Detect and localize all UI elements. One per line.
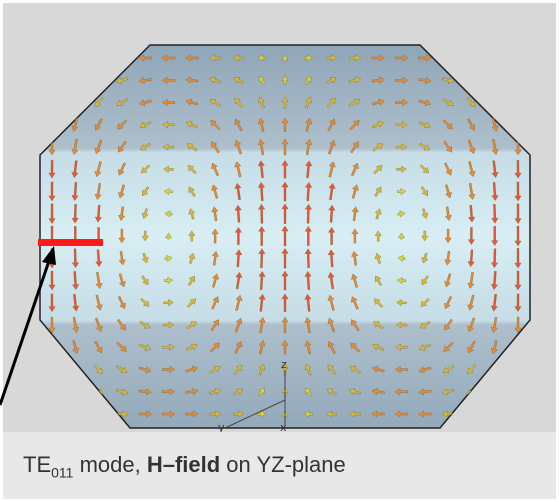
field-arrow [442, 55, 454, 62]
field-arrow [49, 76, 56, 85]
field-arrow [70, 386, 81, 397]
field-arrow [71, 410, 80, 417]
field-arrow [49, 340, 56, 354]
field-arrow [490, 96, 500, 109]
field-arrow [515, 387, 522, 396]
field-arrow [49, 364, 56, 376]
caption-text: TE [23, 452, 51, 477]
field-arrow [93, 411, 104, 418]
field-arrow [490, 54, 499, 61]
field-arrow [515, 76, 522, 85]
caption-text: mode, [73, 452, 146, 477]
axis-label: y [218, 421, 225, 432]
field-arrow [489, 75, 500, 86]
field-arrow [49, 118, 56, 132]
axis-label: z [281, 358, 287, 371]
field-arrow [48, 54, 57, 63]
field-arrow [48, 410, 57, 419]
field-arrow [514, 54, 523, 63]
pointer-arrow [0, 258, 50, 405]
field-arrow [70, 75, 81, 86]
caption-text: on YZ-plane [220, 452, 346, 477]
field-arrow [466, 55, 477, 62]
field-arrow [465, 75, 478, 86]
page: z y x TE011 mode, H–field on YZ-plane ((… [0, 0, 559, 502]
field-arrow [466, 411, 477, 418]
field-arrow [116, 55, 128, 62]
field-arrow [515, 364, 522, 376]
field-arrow [489, 386, 500, 397]
field-arrow [49, 387, 56, 396]
field-arrow [515, 118, 522, 132]
field-view: z y x [0, 0, 559, 432]
marker-bar [38, 239, 103, 246]
field-arrow [93, 55, 104, 62]
caption-subscript: 011 [51, 464, 73, 480]
field-arrow [490, 410, 499, 417]
caption: TE011 mode, H–field on YZ-plane [23, 452, 346, 480]
caption-band: TE011 mode, H–field on YZ-plane [3, 432, 556, 499]
field-arrow [49, 97, 56, 109]
field-arrow [514, 410, 523, 419]
field-arrow [92, 75, 105, 86]
field-arrow [515, 340, 522, 354]
field-arrow [70, 96, 80, 109]
caption-bold: H–field [147, 452, 220, 477]
axis-label: x [280, 421, 287, 432]
field-arrow [515, 97, 522, 109]
field-arrow [71, 54, 80, 61]
